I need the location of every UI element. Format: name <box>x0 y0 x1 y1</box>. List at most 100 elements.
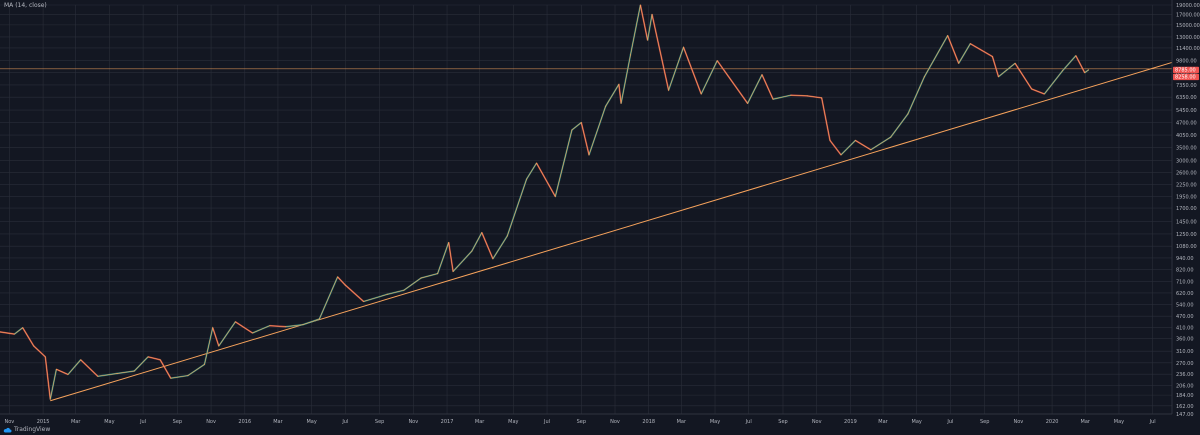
price-point <box>506 235 508 237</box>
price-point <box>386 293 388 295</box>
x-tick-label: Sep <box>980 419 989 425</box>
y-tick-label: 5450.00 <box>1176 108 1197 114</box>
price-point <box>133 370 135 372</box>
x-tick-label: Sep <box>375 419 384 425</box>
price-point <box>362 300 365 303</box>
y-tick-label: 940.00 <box>1176 256 1194 262</box>
x-tick-label: May <box>1114 419 1124 425</box>
support-trendline <box>50 61 1173 402</box>
y-tick-label: 8500.00 <box>1176 71 1197 77</box>
price-point <box>958 62 960 64</box>
x-tick-label: Jul <box>139 419 146 425</box>
x-tick-label: Jul <box>745 419 752 425</box>
price-point <box>285 326 287 328</box>
price-point <box>33 345 35 347</box>
price-point <box>159 359 161 361</box>
price-point <box>302 324 304 326</box>
tradingview-logo[interactable]: TradingView <box>3 425 50 434</box>
y-tick-label: 1950.00 <box>1176 195 1197 201</box>
x-tick-label: Mar <box>1081 419 1091 425</box>
y-tick-label: 4050.00 <box>1176 133 1197 139</box>
price-point <box>67 373 69 376</box>
x-tick-label: Jul <box>341 419 348 425</box>
y-tick-label: 360.00 <box>1176 337 1194 343</box>
x-tick-label: 2020 <box>1046 419 1059 425</box>
price-point <box>420 277 422 279</box>
price-point <box>618 83 620 85</box>
price-point <box>1075 55 1077 57</box>
ma-14-line <box>0 4 1089 400</box>
price-point <box>907 113 909 115</box>
y-tick-label: 2250.00 <box>1176 182 1197 188</box>
x-tick-label: May <box>104 419 114 425</box>
y-tick-label: 3000.00 <box>1176 158 1197 164</box>
price-point <box>44 356 46 358</box>
price-point <box>403 289 405 291</box>
y-axis[interactable]: 19000.00 17000.00 15000.00 13000.00 11400.00… <box>1171 0 1200 418</box>
y-tick-label: 820.00 <box>1176 267 1194 273</box>
x-tick-label: Nov <box>408 419 418 425</box>
price-point <box>840 154 842 156</box>
x-tick-label: 2017 <box>441 419 454 425</box>
price-point <box>620 102 622 104</box>
x-tick-label: 2016 <box>238 419 251 425</box>
x-tick-label: Mar <box>878 419 888 425</box>
price-point <box>1014 62 1016 64</box>
price-point <box>318 318 320 320</box>
price-label-text: 8785.00 <box>1175 68 1196 74</box>
price-point <box>13 333 15 335</box>
price-point <box>1031 88 1033 90</box>
y-tick-label: 1450.00 <box>1176 219 1197 225</box>
price-point <box>535 162 538 164</box>
x-tick-label: Jul <box>543 419 550 425</box>
price-point <box>747 102 749 104</box>
price-point <box>668 89 670 91</box>
x-tick-label: Jul <box>946 419 953 425</box>
indicator-legend[interactable]: MA (14, close) <box>4 2 47 9</box>
price-point <box>605 105 607 107</box>
price-point <box>554 195 556 198</box>
price-point <box>716 60 718 62</box>
price-point <box>997 76 1000 78</box>
y-tick-label: 620.00 <box>1176 291 1194 297</box>
price-point <box>854 139 856 141</box>
tradingview-cloud-icon <box>3 427 12 432</box>
price-point <box>806 95 808 97</box>
price-point <box>1084 72 1086 74</box>
price-point <box>647 39 649 41</box>
price-point <box>147 356 149 358</box>
price-point <box>187 375 189 377</box>
price-point <box>829 139 831 141</box>
price-label-box <box>1173 66 1199 74</box>
y-tick-label: 147.00 <box>1176 412 1194 418</box>
y-tick-label: 236.00 <box>1176 372 1194 378</box>
x-tick-label: Mar <box>273 419 283 425</box>
indicator-legend-text: MA (14, close) <box>4 2 47 9</box>
y-tick-label: 470.00 <box>1176 314 1194 320</box>
y-tick-label: 13000.00 <box>1176 35 1200 41</box>
price-point <box>821 97 823 99</box>
tradingview-brand-text: TradingView <box>14 426 51 433</box>
price-point <box>639 4 642 6</box>
trendline-layer <box>50 61 1173 402</box>
price-point <box>947 35 949 37</box>
price-point <box>452 270 454 273</box>
price-point <box>337 276 339 278</box>
y-tick-label: 17000.00 <box>1176 12 1200 18</box>
price-point <box>212 327 214 329</box>
price-point <box>525 178 528 180</box>
price-point <box>97 375 99 377</box>
price-point <box>218 345 220 347</box>
price-point <box>49 398 51 400</box>
x-axis[interactable]: Nov 2015 Mar May Jul Sep Nov 2016 Mar May Jul Sep No… <box>0 413 1172 425</box>
x-tick-label: 2018 <box>642 419 655 425</box>
price-point <box>234 321 236 323</box>
x-tick-label: 2019 <box>844 419 857 425</box>
price-point <box>1043 93 1045 95</box>
price-point <box>571 129 573 131</box>
x-tick-label: Sep <box>577 419 586 425</box>
price-point <box>203 363 206 366</box>
